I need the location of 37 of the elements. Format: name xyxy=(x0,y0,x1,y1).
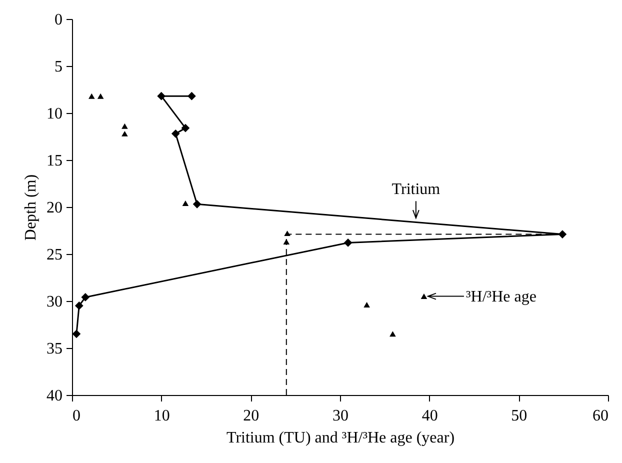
y-tick-label: 10 xyxy=(46,106,62,122)
annotation: ³H/³He age xyxy=(466,288,536,306)
y-tick-label: 5 xyxy=(54,58,62,76)
x-tick-label: 50 xyxy=(511,408,528,424)
point xyxy=(420,294,428,300)
x-tick-label: 0 xyxy=(72,408,80,424)
x-tick-label: 60 xyxy=(592,408,608,424)
point xyxy=(390,331,396,337)
y-tick-label: 20 xyxy=(46,200,62,216)
point xyxy=(157,92,166,100)
x-tick-label: 20 xyxy=(243,408,260,424)
point xyxy=(181,124,190,132)
point xyxy=(364,302,370,308)
y-tick-label: 30 xyxy=(46,294,62,310)
y-tick-label: 40 xyxy=(46,388,62,404)
x-tick-label: 10 xyxy=(154,408,170,424)
point xyxy=(81,293,90,302)
point xyxy=(188,92,196,100)
annotation: Tritium xyxy=(392,181,441,198)
x-axis-title: Tritium (TU) and ³H/³He age (year) xyxy=(226,430,455,446)
point xyxy=(72,330,81,338)
x-tick-label: 30 xyxy=(332,408,348,424)
y-tick-label: 15 xyxy=(46,152,62,170)
y-tick-label: 0 xyxy=(54,12,62,28)
point xyxy=(74,302,84,310)
point xyxy=(192,200,202,208)
point xyxy=(344,238,352,247)
y-axis-title: Depth (m) xyxy=(22,174,40,241)
x-tick-label: 40 xyxy=(422,408,438,424)
point xyxy=(122,130,128,136)
point xyxy=(122,123,128,129)
point xyxy=(88,93,95,99)
y-tick-label: 35 xyxy=(46,340,62,358)
point xyxy=(171,129,180,138)
point xyxy=(182,200,189,206)
y-tick-label: 25 xyxy=(46,246,62,264)
point xyxy=(97,93,104,99)
